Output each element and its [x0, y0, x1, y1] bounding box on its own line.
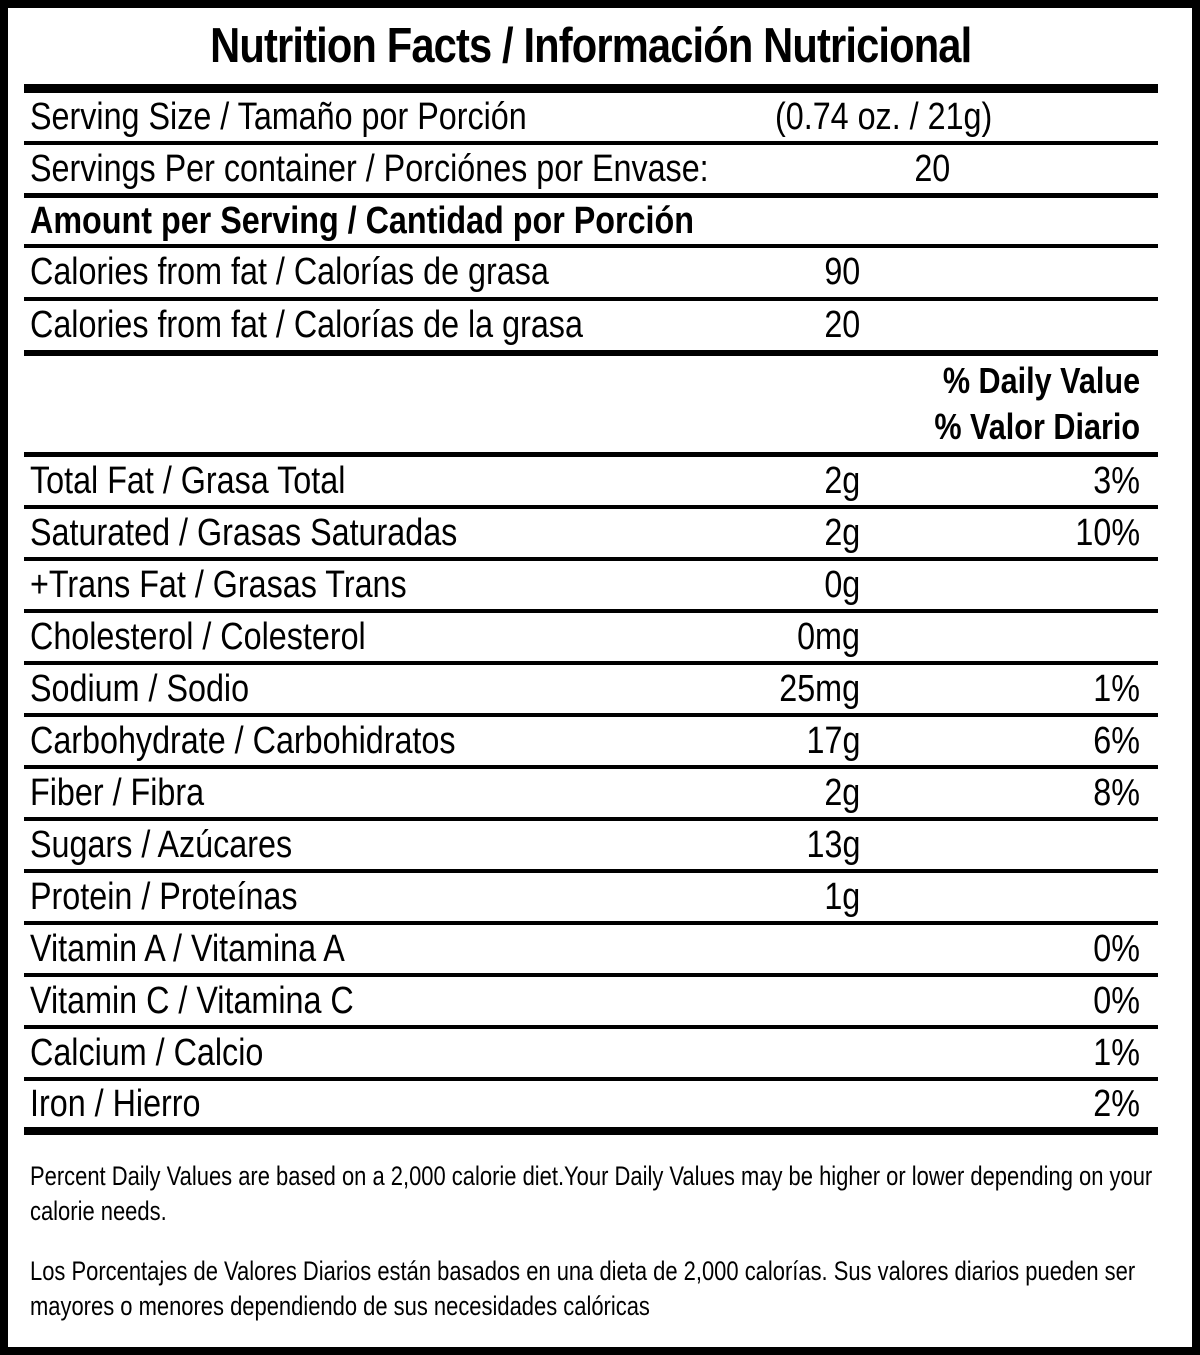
calories-from-fat-value-cell: 20: [681, 304, 861, 347]
nutrient-amount: 17g: [806, 719, 860, 762]
calories-row: Calories from fat / Calorías de grasa 90: [24, 248, 1158, 301]
label-header: Nutrition Facts / Información Nutriciona…: [24, 8, 1158, 93]
calories-from-fat-value: 20: [824, 304, 861, 346]
calories-value: 90: [824, 251, 860, 293]
nutrient-label: Sugars / Azúcares: [30, 823, 293, 866]
nutrient-row-saturated-fat: Saturated / Grasas Saturadas 2g 10%: [24, 509, 1158, 561]
daily-value-heading-en: % Daily Value: [942, 360, 1140, 401]
nutrient-label: Vitamin A / Vitamina A: [30, 927, 345, 970]
nutrient-label: +Trans Fat / Grasas Trans: [30, 563, 407, 606]
servings-per-container-label: Servings Per container / Porciónes por E…: [30, 147, 709, 190]
daily-value-heading-es: % Valor Diario: [934, 406, 1140, 447]
nutrient-daily-value: 1%: [1093, 1031, 1140, 1074]
nutrient-amount: 0g: [824, 563, 860, 606]
nutrient-label: Saturated / Grasas Saturadas: [30, 511, 458, 554]
nutrient-row-fiber: Fiber / Fibra 2g 8%: [24, 769, 1158, 821]
nutrient-daily-value: 1%: [1093, 667, 1140, 710]
amount-per-serving-heading-row: Amount per Serving / Cantidad por Porció…: [24, 198, 1158, 248]
nutrient-daily-value: 3%: [1093, 459, 1140, 502]
serving-size-value-cell: (0.74 oz. / 21g): [775, 96, 1158, 139]
nutrient-amount: 13g: [806, 823, 860, 866]
nutrient-amount: 2g: [824, 771, 860, 814]
nutrient-label: Iron / Hierro: [30, 1082, 201, 1125]
nutrient-amount: 1g: [824, 875, 860, 918]
nutrient-daily-value: 0%: [1093, 927, 1140, 970]
nutrient-row-protein: Protein / Proteínas 1g: [24, 873, 1158, 925]
servings-per-container-value-cell: 20: [828, 148, 950, 191]
serving-size-row: Serving Size / Tamaño por Porción (0.74 …: [24, 93, 1158, 145]
footnote-spanish: Los Porcentajes de Valores Diarios están…: [30, 1256, 1136, 1321]
nutrient-label: Sodium / Sodio: [30, 667, 250, 710]
footnote-english: Percent Daily Values are based on a 2,00…: [30, 1161, 1153, 1226]
label-title: Nutrition Facts / Información Nutriciona…: [210, 19, 972, 73]
nutrient-row-vitamin-c: Vitamin C / Vitamina C 0%: [24, 977, 1158, 1029]
nutrient-amount: 2g: [824, 459, 860, 502]
servings-per-container-label-cell: Servings Per container / Porciónes por E…: [24, 148, 828, 191]
nutrient-daily-value: 8%: [1093, 771, 1140, 814]
nutrient-amount: 2g: [824, 511, 860, 554]
nutrient-label: Fiber / Fibra: [30, 771, 205, 814]
calories-from-fat-label-cell: Calories from fat / Calorías de la grasa: [24, 304, 681, 347]
nutrient-label: Cholesterol / Colesterol: [30, 615, 366, 658]
calories-label: Calories from fat / Calorías de grasa: [30, 251, 549, 293]
amount-per-serving-heading-cell: Amount per Serving / Cantidad por Porció…: [24, 200, 1158, 243]
nutrient-row-carbohydrate: Carbohydrate / Carbohidratos 17g 6%: [24, 717, 1158, 769]
nutrient-row-vitamin-a: Vitamin A / Vitamina A 0%: [24, 925, 1158, 977]
nutrient-label: Total Fat / Grasa Total: [30, 459, 346, 502]
serving-size-label: Serving Size / Tamaño por Porción: [30, 95, 527, 138]
nutrient-row-iron: Iron / Hierro 2%: [24, 1081, 1158, 1135]
footnotes: Percent Daily Values are based on a 2,00…: [24, 1135, 1158, 1323]
nutrient-row-sugars: Sugars / Azúcares 13g: [24, 821, 1158, 873]
nutrient-label: Vitamin C / Vitamina C: [30, 979, 354, 1022]
daily-value-heading-en-line: % Daily Value: [24, 360, 1140, 402]
nutrient-row-total-fat: Total Fat / Grasa Total 2g 3%: [24, 457, 1158, 509]
nutrient-row-calcium: Calcium / Calcio 1%: [24, 1029, 1158, 1081]
nutrient-label: Protein / Proteínas: [30, 875, 298, 918]
nutrient-row-cholesterol: Cholesterol / Colesterol 0mg: [24, 613, 1158, 665]
nutrient-amount: 0mg: [797, 615, 860, 658]
daily-value-heading-es-line: % Valor Diario: [24, 406, 1140, 448]
nutrient-daily-value: 6%: [1093, 719, 1140, 762]
calories-from-fat-row: Calories from fat / Calorías de la grasa…: [24, 301, 1158, 356]
servings-per-container-row: Servings Per container / Porciónes por E…: [24, 145, 1158, 198]
nutrient-daily-value: 2%: [1093, 1082, 1140, 1125]
amount-per-serving-heading: Amount per Serving / Cantidad por Porció…: [30, 199, 694, 242]
serving-size-value: (0.74 oz. / 21g): [775, 95, 993, 138]
nutrient-row-trans-fat: +Trans Fat / Grasas Trans 0g: [24, 561, 1158, 613]
serving-size-label-cell: Serving Size / Tamaño por Porción: [24, 96, 775, 139]
nutrient-row-sodium: Sodium / Sodio 25mg 1%: [24, 665, 1158, 717]
nutrient-amount: 25mg: [779, 667, 860, 710]
calories-label-cell: Calories from fat / Calorías de grasa: [24, 251, 680, 294]
nutrient-daily-value: 10%: [1075, 511, 1140, 554]
daily-value-heading: % Daily Value % Valor Diario: [24, 356, 1158, 457]
servings-per-container-value: 20: [914, 147, 951, 190]
nutrient-daily-value: 0%: [1093, 979, 1140, 1022]
calories-from-fat-label: Calories from fat / Calorías de la grasa: [30, 304, 583, 346]
nutrient-label: Calcium / Calcio: [30, 1031, 264, 1074]
calories-value-cell: 90: [680, 251, 860, 294]
nutrient-label: Carbohydrate / Carbohidratos: [30, 719, 456, 762]
